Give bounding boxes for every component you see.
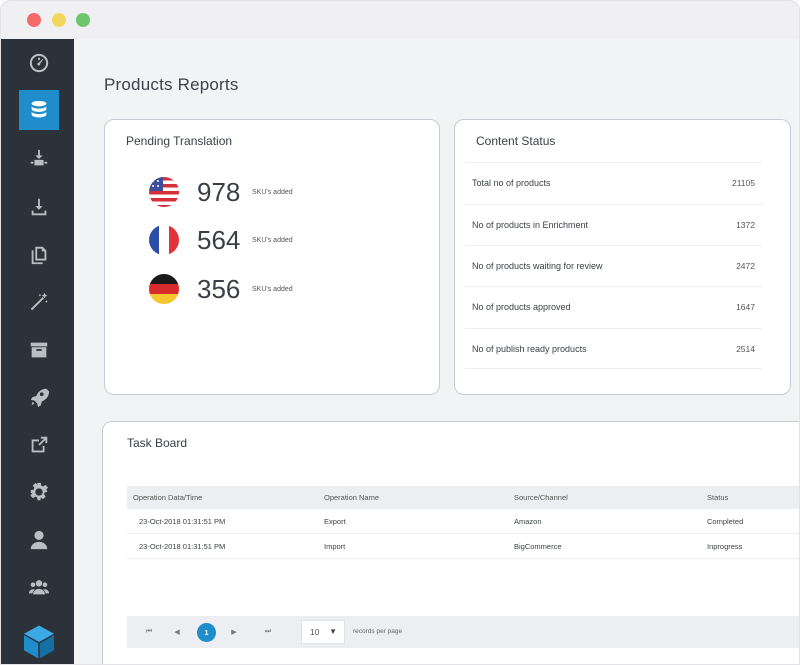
cube-logo-icon bbox=[24, 625, 54, 659]
main-content: Products Reports Pending Translation bbox=[74, 39, 799, 664]
table-cell: Export bbox=[324, 516, 346, 526]
maximize-window-button[interactable] bbox=[76, 13, 90, 27]
sidebar-item-dashboard[interactable] bbox=[19, 43, 59, 83]
import-export-icon bbox=[30, 149, 48, 166]
minimize-window-button[interactable] bbox=[52, 13, 66, 27]
download-icon bbox=[31, 198, 47, 216]
status-label: Total no of products bbox=[472, 178, 551, 188]
sidebar-item-copy[interactable] bbox=[19, 235, 59, 275]
sidebar-item-logo[interactable] bbox=[19, 622, 59, 662]
dashboard-gauge-icon bbox=[29, 53, 49, 73]
content-status-card: Content Status Total no of products 2110… bbox=[454, 119, 791, 395]
pending-translation-card: Pending Translation 978 bbox=[104, 119, 440, 395]
status-row: No of products approved 1647 bbox=[465, 286, 762, 327]
task-board-card: Task Board Operation Data/Time Operation… bbox=[102, 421, 799, 664]
table-row[interactable]: 23-Oct-2018 01:31:51 PM Export Amazon Co… bbox=[127, 509, 799, 534]
status-label: No of publish ready products bbox=[472, 343, 587, 354]
sidebar-item-archive[interactable] bbox=[19, 330, 59, 370]
close-window-button[interactable] bbox=[27, 13, 41, 27]
status-value: 1647 bbox=[736, 302, 755, 312]
status-row: No of publish ready products 2514 bbox=[465, 328, 762, 369]
per-page-select[interactable]: 10 ▼ bbox=[301, 620, 345, 644]
column-header[interactable]: Source/Channel bbox=[514, 493, 568, 502]
table-cell: Import bbox=[324, 541, 346, 551]
card-title: Task Board bbox=[127, 436, 188, 450]
pending-label: SKU's added bbox=[252, 188, 293, 196]
rocket-icon bbox=[30, 388, 50, 408]
per-page-value: 10 bbox=[310, 627, 320, 637]
title-bar bbox=[1, 1, 799, 39]
germany-flag-icon bbox=[149, 274, 179, 304]
next-page-button[interactable]: ▶ bbox=[231, 629, 237, 636]
card-title: Content Status bbox=[476, 134, 556, 148]
settings-gear-icon bbox=[30, 482, 48, 501]
status-label: No of products approved bbox=[472, 302, 571, 312]
status-label: No of products waiting for review bbox=[472, 261, 603, 271]
status-value: 1372 bbox=[736, 220, 755, 230]
pagination-bar: ⏮ ◀ 1 ▶ ⏭ 10 ▼ records per page bbox=[127, 616, 799, 648]
status-value: 2472 bbox=[736, 261, 755, 271]
status-value: 21105 bbox=[731, 178, 755, 188]
translation-row: 564 SKU's added bbox=[149, 223, 293, 257]
sidebar-item-download[interactable] bbox=[19, 187, 59, 227]
prev-page-button[interactable]: ◀ bbox=[174, 629, 180, 636]
table-cell: Amazon bbox=[514, 516, 542, 526]
sidebar-item-share[interactable] bbox=[19, 425, 59, 465]
translation-row: 356 SKU's added bbox=[149, 272, 293, 306]
user-icon bbox=[30, 530, 48, 550]
per-page-label: records per page bbox=[353, 628, 403, 635]
table-cell: 23-Oct-2018 01:31:51 PM bbox=[139, 541, 226, 551]
column-header[interactable]: Status bbox=[707, 493, 729, 502]
translation-row: 978 SKU's added bbox=[149, 175, 293, 209]
status-value: 2514 bbox=[736, 343, 755, 354]
page-title: Products Reports bbox=[104, 75, 239, 94]
table-header: Operation Data/Time Operation Name Sourc… bbox=[127, 486, 799, 509]
table-cell: Inprogress bbox=[707, 541, 743, 551]
sidebar bbox=[1, 39, 74, 664]
sidebar-item-import-export[interactable] bbox=[19, 139, 59, 179]
status-row: No of products waiting for review 2472 bbox=[465, 245, 762, 286]
database-icon bbox=[31, 100, 47, 118]
users-group-icon bbox=[28, 580, 50, 595]
first-page-button[interactable]: ⏮ bbox=[145, 628, 153, 635]
share-icon bbox=[31, 436, 48, 453]
sidebar-item-rocket[interactable] bbox=[19, 377, 59, 417]
table-cell: Completed bbox=[707, 516, 744, 526]
table-row[interactable]: 23-Oct-2018 01:31:51 PM Import BigCommer… bbox=[127, 534, 799, 559]
sidebar-item-database[interactable] bbox=[19, 90, 59, 130]
pending-label: SKU's added bbox=[252, 285, 293, 293]
column-header[interactable]: Operation Name bbox=[324, 493, 380, 502]
table-cell: 23-Oct-2018 01:31:51 PM bbox=[139, 516, 226, 526]
sidebar-item-settings[interactable] bbox=[19, 472, 59, 512]
france-flag-icon bbox=[149, 225, 179, 255]
current-page-button[interactable]: 1 bbox=[197, 623, 216, 642]
status-row: No of products in Enrichment 1372 bbox=[465, 204, 762, 245]
chevron-down-icon: ▼ bbox=[329, 627, 337, 636]
sidebar-item-user[interactable] bbox=[19, 520, 59, 560]
sidebar-item-users-group[interactable] bbox=[19, 567, 59, 607]
status-row: Total no of products 21105 bbox=[465, 162, 762, 203]
sidebar-item-magic-wand[interactable] bbox=[19, 282, 59, 322]
archive-icon bbox=[30, 342, 48, 358]
us-flag-icon bbox=[149, 177, 179, 207]
column-header[interactable]: Operation Data/Time bbox=[133, 493, 203, 502]
status-label: No of products in Enrichment bbox=[472, 220, 589, 230]
pending-count: 978 bbox=[197, 176, 241, 207]
card-title: Pending Translation bbox=[126, 134, 233, 148]
magic-wand-icon bbox=[30, 292, 48, 311]
pending-count: 564 bbox=[197, 224, 241, 255]
pending-label: SKU's added bbox=[252, 236, 293, 244]
copy-icon bbox=[31, 246, 47, 265]
last-page-button[interactable]: ⏭ bbox=[264, 628, 272, 635]
pending-count: 356 bbox=[197, 273, 241, 304]
table-cell: BigCommerce bbox=[514, 541, 562, 551]
